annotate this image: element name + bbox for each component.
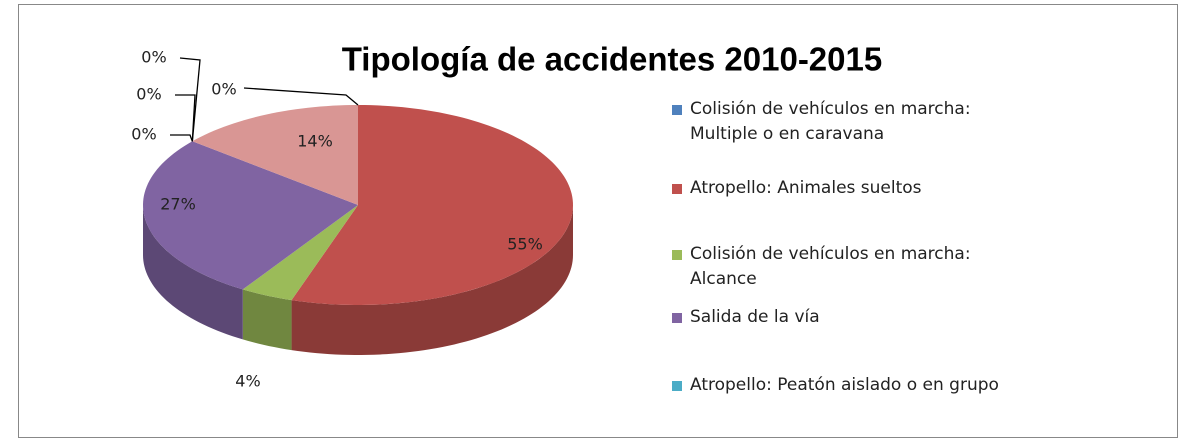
slice: [291, 105, 573, 305]
leader-line: [175, 94, 196, 142]
slice-side: [143, 205, 243, 340]
leader-line: [170, 134, 193, 142]
legend-swatch: [672, 313, 682, 323]
legend-entry: Colisión de vehículos en marcha: Multipl…: [672, 97, 1032, 147]
data-label: 4%: [235, 372, 260, 391]
leader-line: [243, 87, 359, 106]
legend-label: Colisión de vehículos en marcha: Alcance: [690, 244, 971, 289]
data-label: 14%: [297, 132, 333, 151]
legend-entry: Atropello: Animales sueltos: [672, 176, 1032, 201]
slice: [143, 141, 358, 290]
data-label: 27%: [160, 195, 196, 214]
leader-line: [179, 57, 201, 142]
legend-swatch: [672, 184, 682, 194]
slice-side: [242, 289, 292, 351]
chart-frame: [18, 4, 1178, 438]
chart-title: Tipología de accidentes 2010-2015: [342, 41, 882, 78]
legend-label: Colisión de vehículos en marcha: Multipl…: [690, 99, 971, 144]
legend-swatch: [672, 105, 682, 115]
data-label: 0%: [141, 48, 166, 67]
legend-entry: Atropello: Peatón aislado o en grupo: [672, 373, 1032, 398]
data-label: 55%: [507, 235, 543, 254]
data-label: 0%: [131, 125, 156, 144]
legend-swatch: [672, 381, 682, 391]
legend-entry: Salida de la vía: [672, 305, 1032, 330]
legend-label: Atropello: Peatón aislado o en grupo: [690, 375, 999, 395]
slice: [192, 105, 358, 205]
legend-label: Atropello: Animales sueltos: [690, 178, 922, 198]
legend-label: Salida de la vía: [690, 307, 820, 327]
legend-swatch: [672, 250, 682, 260]
slice-side: [291, 205, 573, 355]
slice: [242, 205, 358, 301]
data-label: 0%: [211, 80, 236, 99]
data-label: 0%: [136, 85, 161, 104]
legend-entry: Colisión de vehículos en marcha: Alcance: [672, 242, 1032, 292]
